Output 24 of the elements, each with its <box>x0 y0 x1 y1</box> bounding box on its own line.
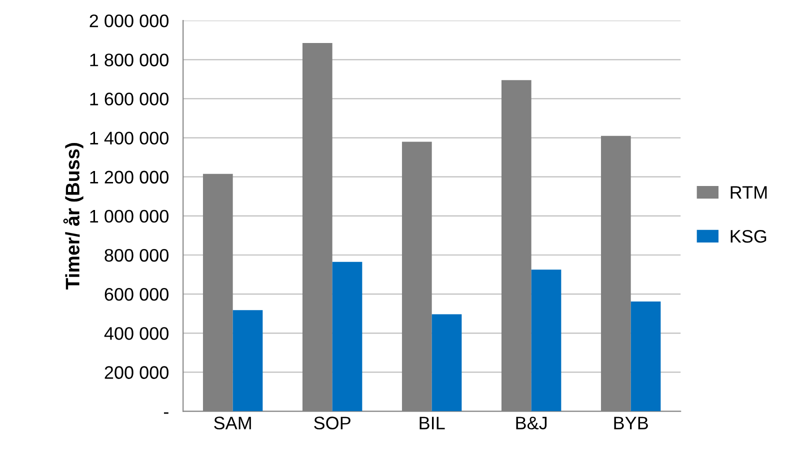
y-tick-label: 800 000 <box>104 248 168 262</box>
x-tick-label: BIL <box>420 416 445 430</box>
y-tick-label: - <box>164 412 168 414</box>
y-tick-label: 1 000 000 <box>90 210 168 223</box>
x-tick-label: BYB <box>614 416 648 430</box>
y-tick-label: 1 600 000 <box>90 92 168 106</box>
legend-label: KSG <box>730 230 766 243</box>
bar <box>432 314 462 412</box>
y-tick-label: 2 000 000 <box>90 14 168 28</box>
bar <box>332 262 362 412</box>
y-tick-label: 1 800 000 <box>90 54 168 66</box>
bar <box>630 302 661 412</box>
bar <box>531 270 562 412</box>
x-tick-label: B&J <box>516 416 547 430</box>
y-tick-label: 200 000 <box>104 366 168 379</box>
y-tick-label: 1 200 000 <box>90 170 168 184</box>
y-tick-label: 600 000 <box>104 288 168 301</box>
bar <box>232 310 263 412</box>
x-tick-label: SAM <box>214 416 251 430</box>
y-axis-title: Timer/ år (Buss) <box>63 143 84 290</box>
y-tick-label: 400 000 <box>104 327 168 340</box>
legend-label: RTM <box>730 186 767 199</box>
y-tick-label: 1 400 000 <box>90 132 168 145</box>
x-tick-label: SOP <box>314 416 350 430</box>
